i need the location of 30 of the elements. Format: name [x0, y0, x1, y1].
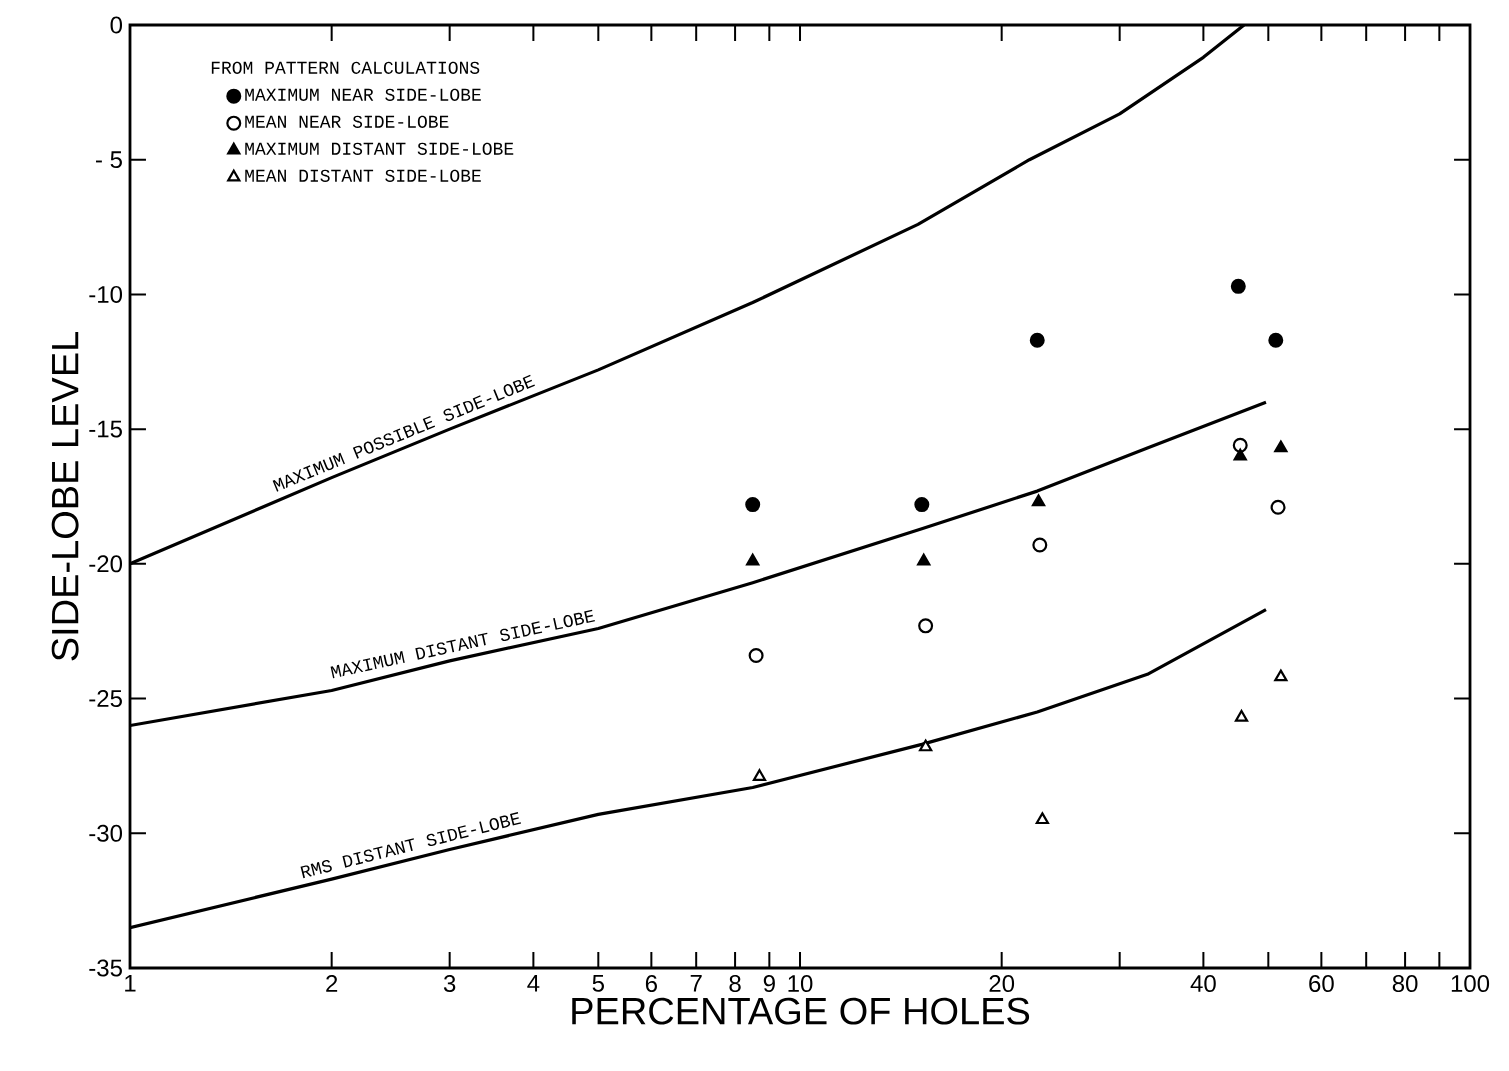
y-axis-title: SIDE-LOBE LEVEL	[51, 332, 79, 661]
x-tick-label: 5	[592, 975, 604, 992]
x-axis-title: PERCENTAGE OF HOLES	[572, 997, 1030, 1025]
legend-label: MAXIMUM NEAR SIDE-LOBE	[245, 88, 481, 101]
y-tick-label: -15	[89, 420, 122, 438]
y-tick-label: 0	[110, 16, 123, 34]
y-tick-label: - 5	[96, 151, 122, 169]
y-tick-label: -25	[89, 690, 122, 708]
x-tick-label: 2	[326, 975, 338, 992]
x-tick-label: 10	[788, 975, 813, 993]
x-tick-label: 8	[729, 975, 741, 993]
y-tick-label: -20	[89, 555, 123, 573]
x-tick-label: 7	[690, 975, 702, 992]
y-tick-label: -30	[89, 824, 123, 842]
legend-label: MAXIMUM DISTANT SIDE-LOBE	[245, 142, 514, 155]
x-tick-label: 9	[763, 975, 775, 993]
y-tick-label: -10	[89, 285, 123, 303]
x-tick-label: 6	[645, 975, 657, 993]
x-tick-label: 60	[1309, 975, 1334, 993]
legend-title: FROM PATTERN CALCULATIONS	[211, 61, 480, 74]
legend-label: MEAN NEAR SIDE-LOBE	[245, 115, 449, 128]
x-tick-label: 1	[125, 975, 136, 992]
y-tick-label: -35	[89, 959, 122, 977]
x-tick-label: 80	[1392, 975, 1418, 993]
x-tick-label: 4	[527, 975, 540, 992]
legend-label: MEAN DISTANT SIDE-LOBE	[245, 169, 481, 182]
x-tick-label: 20	[989, 975, 1015, 993]
x-tick-label: 3	[443, 975, 456, 993]
x-tick-label: 40	[1190, 975, 1216, 993]
x-tick-label: 100	[1451, 975, 1490, 993]
